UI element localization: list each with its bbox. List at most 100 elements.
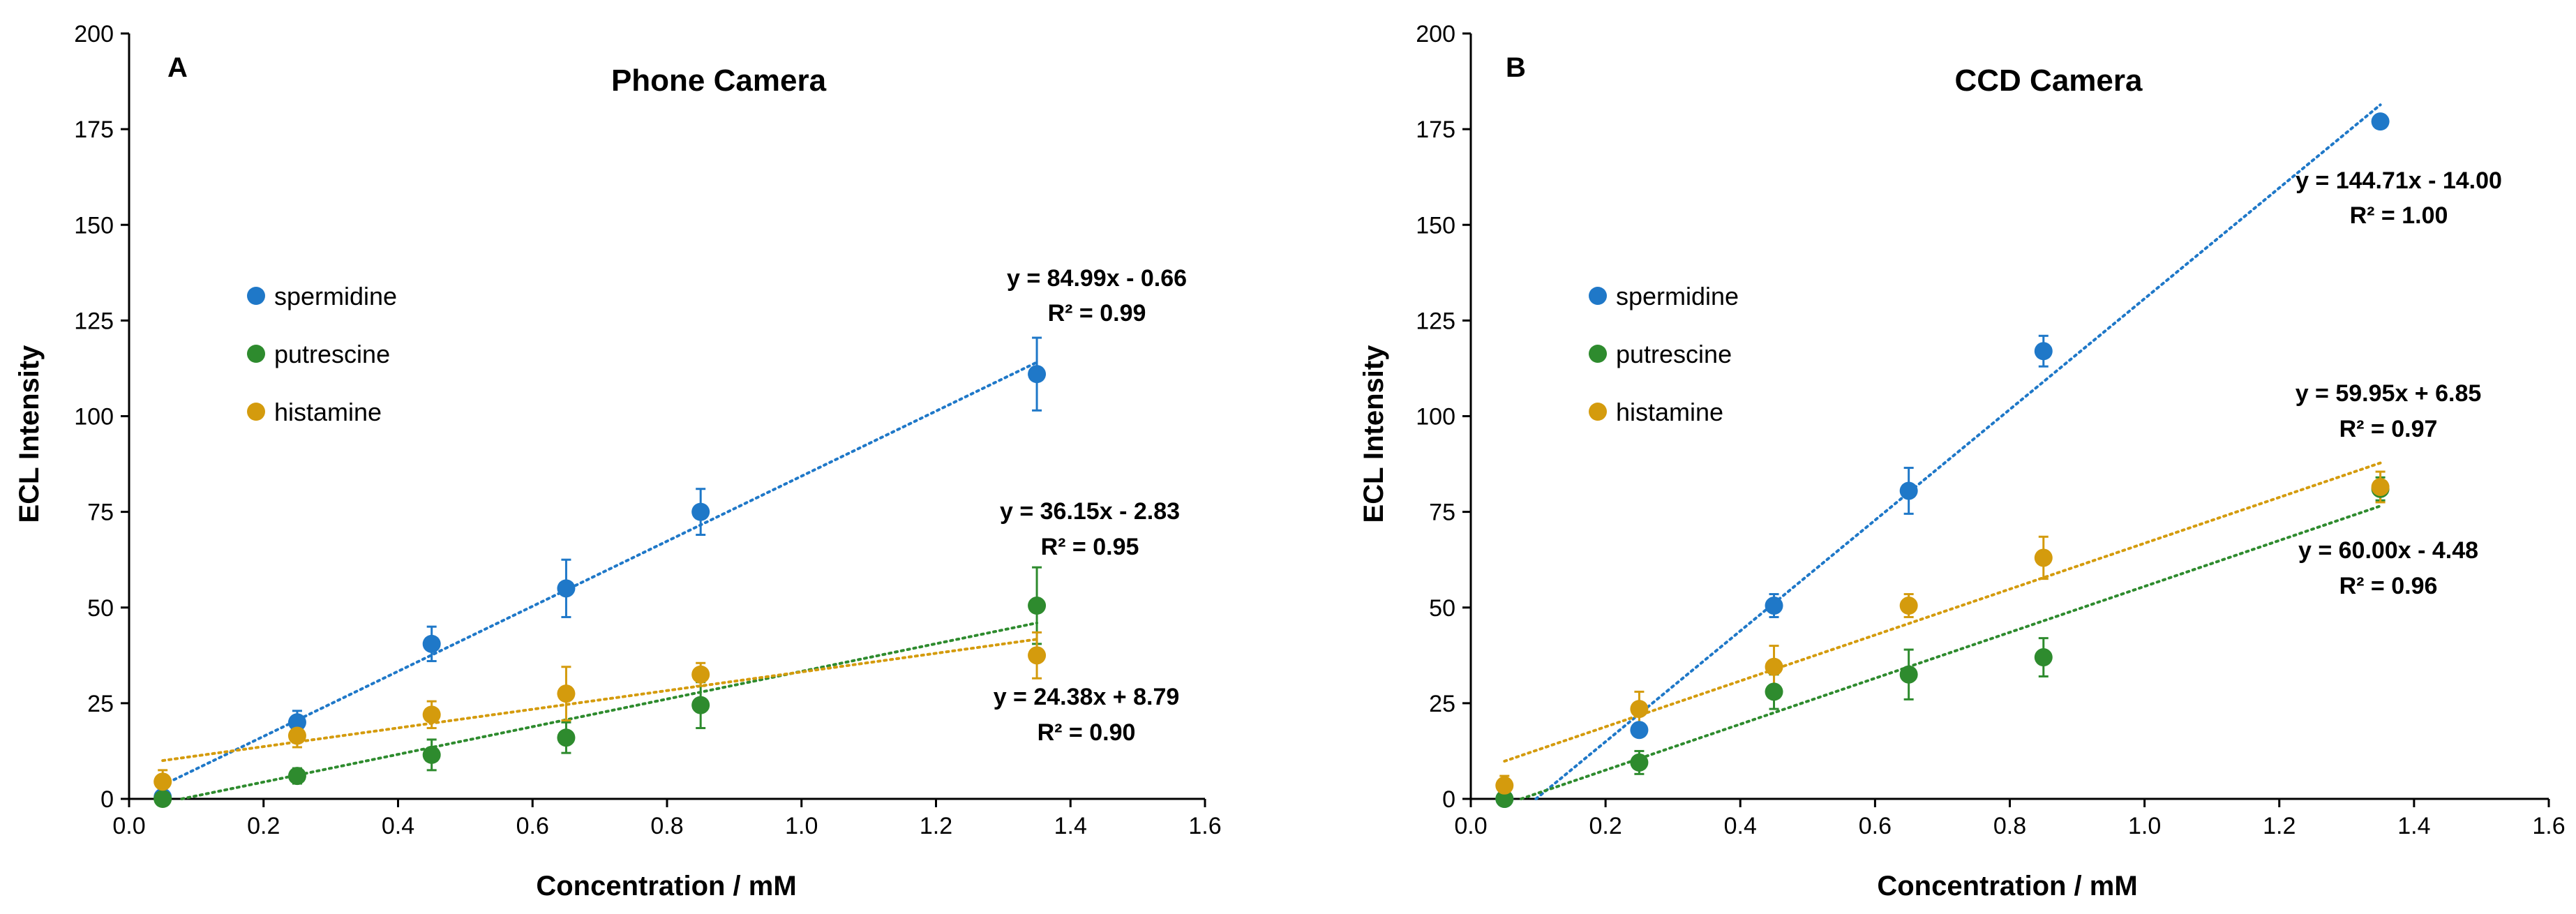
equation-spermidine: y = 144.71x - 14.00	[2296, 167, 2502, 194]
data-point-spermidine	[287, 713, 306, 732]
data-point-histamine	[1899, 597, 1918, 615]
y-tick-label: 25	[1429, 691, 1455, 717]
r2-putrescine: R² = 0.96	[2339, 573, 2438, 599]
data-point-putrescine	[1630, 753, 1649, 772]
data-point-spermidine	[422, 634, 441, 653]
y-tick-label: 0	[100, 786, 114, 813]
data-point-putrescine	[1899, 665, 1918, 684]
y-tick-label: 0	[1442, 786, 1455, 813]
trendline-spermidine	[1534, 103, 2382, 800]
fit-equations: y = 144.71x - 14.00 R² = 1.00 y = 59.95x…	[2296, 167, 2502, 599]
legend-label-putrescine: putrescine	[1616, 340, 1732, 368]
y-axis-title: ECL Intensity	[14, 345, 45, 523]
data-point-histamine	[1630, 700, 1649, 719]
legend-marker-histamine	[247, 403, 265, 421]
data-point-spermidine	[557, 579, 576, 598]
x-tick-label: 0.4	[1724, 813, 1757, 839]
trendline-histamine	[161, 638, 1039, 763]
x-tick-label: 1.4	[2397, 813, 2430, 839]
r2-histamine: R² = 0.90	[1038, 719, 1136, 746]
x-tick-label: 0.0	[112, 813, 145, 839]
x-tick-label: 0.6	[1859, 813, 1892, 839]
legend-marker-spermidine	[1589, 287, 1607, 305]
chart-panel-b: 0 25 50 75 100 125 150 175 200 0.0 0.2 0.4 0.6 0.8 1.0…	[1288, 0, 2576, 914]
data-point-histamine	[2371, 477, 2390, 496]
data-point-putrescine	[1765, 682, 1783, 701]
r2-spermidine: R² = 1.00	[2350, 202, 2448, 229]
r2-spermidine: R² = 0.99	[1048, 300, 1146, 327]
data-point-putrescine	[287, 767, 306, 786]
y-tick-label: 125	[1416, 308, 1455, 334]
legend-label-spermidine: spermidine	[1616, 282, 1739, 310]
data-point-histamine	[153, 772, 172, 791]
data-point-spermidine	[2034, 342, 2053, 361]
fit-equations: y = 84.99x - 0.66 R² = 0.99 y = 36.15x -…	[994, 265, 1187, 746]
y-axis-title: ECL Intensity	[1358, 345, 1389, 523]
y-tick-label: 150	[74, 212, 114, 239]
trendline-putrescine	[1520, 504, 2382, 800]
equation-spermidine: y = 84.99x - 0.66	[1007, 265, 1187, 292]
legend-marker-putrescine	[1589, 345, 1607, 363]
ccd-camera-chart: 0 25 50 75 100 125 150 175 200 0.0 0.2 0.4 0.6 0.8 1.0…	[1358, 21, 2566, 901]
data-point-spermidine	[1630, 721, 1649, 740]
y-tick-label: 175	[1416, 117, 1455, 143]
data-point-spermidine	[1899, 481, 1918, 500]
y-tick-label: 100	[1416, 404, 1455, 430]
equation-putrescine: y = 60.00x - 4.48	[2298, 537, 2478, 564]
data-point-histamine	[287, 726, 306, 745]
x-tick-label: 1.2	[920, 813, 952, 839]
y-tick-label: 200	[1416, 21, 1455, 47]
panel-letter: B	[1506, 52, 1526, 83]
trendline-histamine	[1503, 461, 2382, 763]
data-point-histamine	[1765, 657, 1783, 676]
x-tick-label: 0.0	[1454, 813, 1487, 839]
equation-histamine: y = 59.95x + 6.85	[2296, 380, 2482, 407]
r2-histamine: R² = 0.97	[2339, 416, 2438, 442]
legend-label-spermidine: spermidine	[274, 282, 397, 310]
legend: spermidine putrescine histamine	[247, 282, 397, 426]
y-tick-label: 125	[74, 308, 114, 334]
y-tick-label: 200	[74, 21, 114, 47]
y-tick-label: 175	[74, 117, 114, 143]
trendline-spermidine	[161, 361, 1039, 787]
panel-letter: A	[167, 52, 188, 83]
phone-camera-chart: 0 25 50 75 100 125 150 175 200 0.0 0.2 0.4 0.6 0.8 1.0…	[14, 21, 1222, 901]
x-tick-label: 1.6	[1188, 813, 1221, 839]
y-tick-label: 75	[87, 500, 114, 526]
legend-marker-spermidine	[247, 287, 265, 305]
x-tick-label: 1.2	[2263, 813, 2296, 839]
data-point-spermidine	[2371, 112, 2390, 131]
x-tick-label: 0.2	[247, 813, 280, 839]
chart-title: Phone Camera	[611, 63, 827, 98]
data-point-putrescine	[153, 790, 172, 808]
data-point-histamine	[1028, 646, 1047, 665]
r2-putrescine: R² = 0.95	[1041, 534, 1139, 560]
data-point-spermidine	[1765, 597, 1783, 615]
x-axis-title: Concentration / mM	[536, 871, 796, 901]
data-point-spermidine	[691, 502, 710, 521]
x-tick-label: 1.4	[1054, 813, 1087, 839]
x-tick-label: 1.6	[2532, 813, 2565, 839]
y-tick-label: 50	[87, 595, 114, 622]
trendline-putrescine	[180, 621, 1039, 800]
equation-putrescine: y = 36.15x - 2.83	[1000, 498, 1180, 525]
data-point-putrescine	[557, 728, 576, 747]
legend: spermidine putrescine histamine	[1589, 282, 1739, 426]
x-tick-label: 1.0	[785, 813, 818, 839]
legend-label-histamine: histamine	[1616, 398, 1723, 426]
x-tick-label: 0.8	[1993, 813, 2026, 839]
legend-marker-histamine	[1589, 403, 1607, 421]
x-axis-title: Concentration / mM	[1877, 871, 2137, 901]
chart-panel-a: 0 25 50 75 100 125 150 175 200 0.0 0.2 0.4 0.6 0.8 1.0…	[14, 21, 1222, 901]
data-point-putrescine	[1495, 790, 1514, 808]
equation-histamine: y = 24.38x + 8.79	[994, 684, 1180, 710]
y-tick-label: 25	[87, 691, 114, 717]
chart-title: CCD Camera	[1955, 63, 2143, 98]
data-point-histamine	[2034, 548, 2053, 567]
x-tick-label: 0.8	[650, 813, 683, 839]
data-point-histamine	[691, 665, 710, 684]
legend-label-histamine: histamine	[274, 398, 382, 426]
legend-marker-putrescine	[247, 345, 265, 363]
y-tick-label: 150	[1416, 212, 1455, 239]
data-point-histamine	[422, 705, 441, 724]
